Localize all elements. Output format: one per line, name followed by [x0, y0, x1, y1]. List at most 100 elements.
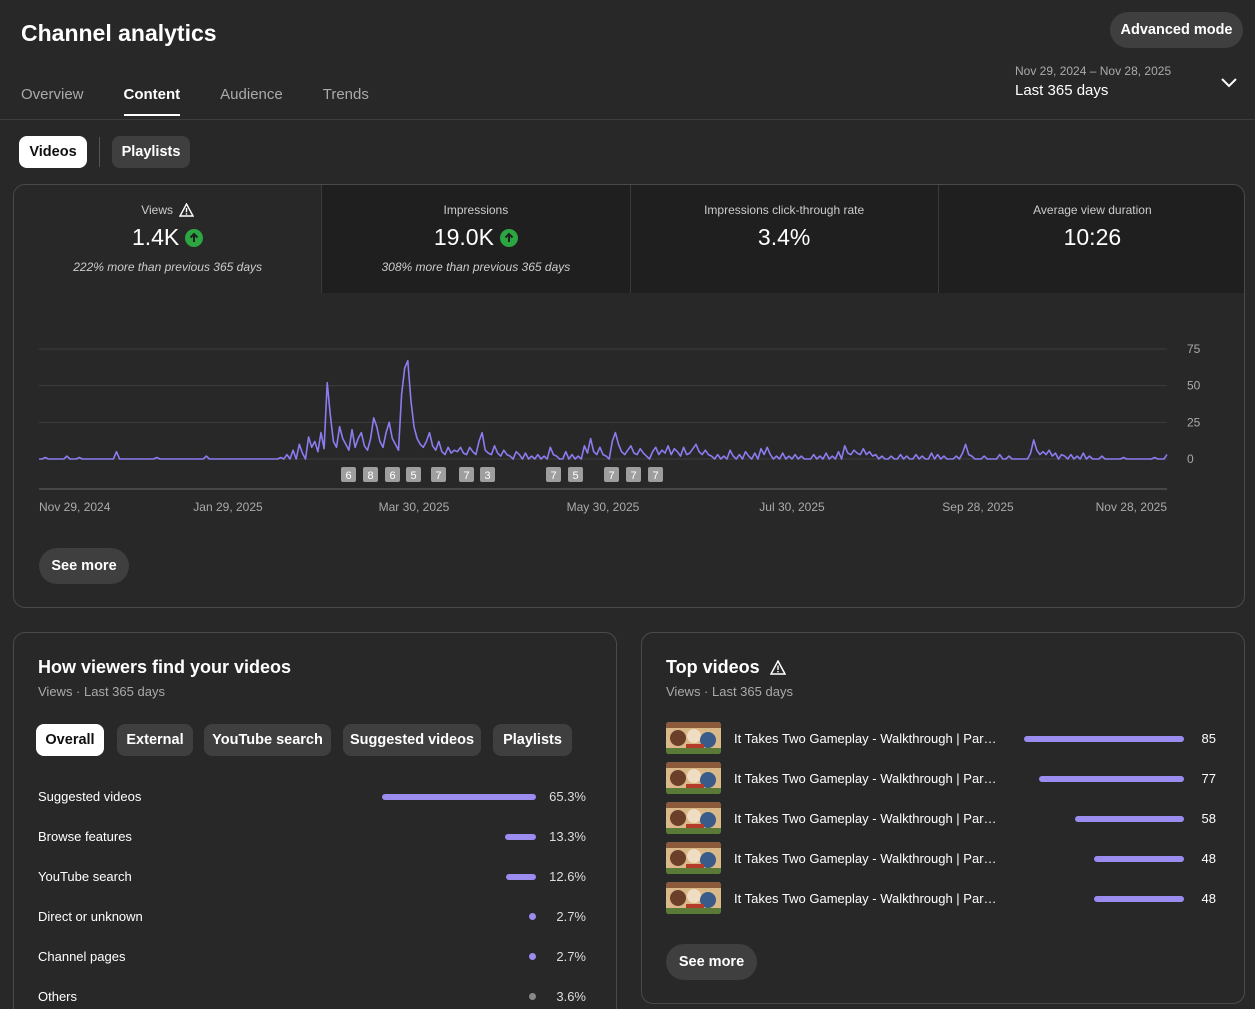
tab-trends[interactable]: Trends [322, 86, 369, 103]
filter-youtube-search[interactable]: YouTube search [204, 724, 331, 756]
traffic-source-label: Direct or unknown [38, 909, 143, 924]
top-videos-card: Top videos Views · Last 365 days It Take… [641, 632, 1245, 1004]
traffic-share-value: 12.6% [549, 869, 586, 884]
metric-value: 10:26 [1063, 224, 1122, 250]
metric-views[interactable]: Views 1.4K 222% more than previous 365 d… [14, 185, 323, 293]
video-publish-marker[interactable]: 7 [431, 467, 446, 482]
video-publish-marker[interactable]: 7 [626, 467, 641, 482]
filter-overall[interactable]: Overall [36, 724, 104, 756]
traffic-source-label: YouTube search [38, 869, 132, 884]
video-publish-marker[interactable]: 5 [568, 467, 583, 482]
metric-avg-view-duration[interactable]: Average view duration 10:26 [938, 185, 1244, 293]
x-tick-label: May 30, 2025 [567, 500, 640, 514]
metric-label: Impressions [443, 203, 509, 217]
metric-comparison: 308% more than previous 365 days [381, 260, 571, 274]
marker-count: 7 [652, 470, 658, 482]
top-video-row[interactable]: It Takes Two Gameplay - Walkthrough | Pa… [666, 722, 1216, 758]
video-publish-marker[interactable]: 7 [604, 467, 619, 482]
tab-overview[interactable]: Overview [21, 86, 84, 103]
traffic-sources-card: How viewers find your videos Views · Las… [13, 632, 617, 1009]
traffic-share-bar [506, 874, 536, 880]
video-thumbnail[interactable] [666, 722, 721, 754]
warning-icon[interactable] [769, 660, 786, 675]
traffic-source-row[interactable]: YouTube search 12.6% [38, 867, 586, 887]
filter-external[interactable]: External [117, 724, 193, 756]
video-thumbnail[interactable] [666, 802, 721, 834]
traffic-share-bar [529, 913, 536, 920]
filter-suggested-videos[interactable]: Suggested videos [343, 724, 481, 756]
video-title[interactable]: It Takes Two Gameplay - Walkthrough | Pa… [734, 731, 997, 746]
traffic-source-row[interactable]: Others 3.6% [38, 987, 586, 1007]
metric-value: 19.0K [433, 224, 494, 250]
traffic-source-label: Browse features [38, 829, 132, 844]
marker-count: 7 [630, 470, 636, 482]
traffic-source-row[interactable]: Channel pages 2.7% [38, 947, 586, 967]
video-views-value: 85 [1201, 731, 1216, 746]
video-publish-marker[interactable]: 7 [459, 467, 474, 482]
traffic-share-value: 3.6% [556, 989, 586, 1004]
metric-value: 3.4% [757, 224, 811, 250]
video-thumbnail[interactable] [666, 882, 721, 914]
video-views-value: 48 [1201, 851, 1216, 866]
video-title[interactable]: It Takes Two Gameplay - Walkthrough | Pa… [734, 851, 997, 866]
video-title[interactable]: It Takes Two Gameplay - Walkthrough | Pa… [734, 771, 997, 786]
top-video-row[interactable]: It Takes Two Gameplay - Walkthrough | Pa… [666, 762, 1216, 798]
video-title[interactable]: It Takes Two Gameplay - Walkthrough | Pa… [734, 811, 997, 826]
advanced-mode-button[interactable]: Advanced mode [1110, 12, 1243, 48]
traffic-source-label: Others [38, 989, 78, 1004]
marker-count: 3 [484, 470, 490, 482]
video-publish-marker[interactable]: 3 [480, 467, 495, 482]
video-publish-marker[interactable]: 6 [385, 467, 400, 482]
date-range-selector[interactable]: Nov 29, 2024 – Nov 28, 2025 Last 365 day… [1015, 64, 1245, 99]
traffic-source-label: Suggested videos [38, 789, 142, 804]
metric-impressions[interactable]: Impressions 19.0K 308% more than previou… [322, 185, 631, 293]
card-title: Top videos [666, 657, 760, 677]
metric-ctr[interactable]: Impressions click-through rate 3.4% [630, 185, 939, 293]
card-subtitle: Views · Last 365 days [666, 684, 793, 699]
see-more-button[interactable]: See more [39, 548, 129, 584]
traffic-source-row[interactable]: Direct or unknown 2.7% [38, 907, 586, 927]
tab-audience[interactable]: Audience [220, 86, 283, 103]
traffic-source-row[interactable]: Suggested videos 65.3% [38, 787, 586, 807]
arrow-up-icon [185, 228, 204, 247]
y-tick-label: 0 [1187, 452, 1194, 466]
videos-toggle[interactable]: Videos [19, 136, 87, 168]
video-publish-marker[interactable]: 5 [406, 467, 421, 482]
top-video-row[interactable]: It Takes Two Gameplay - Walkthrough | Pa… [666, 802, 1216, 838]
playlists-toggle[interactable]: Playlists [112, 136, 190, 168]
video-publish-marker[interactable]: 7 [546, 467, 561, 482]
traffic-share-value: 2.7% [556, 949, 586, 964]
video-title[interactable]: It Takes Two Gameplay - Walkthrough | Pa… [734, 891, 997, 906]
video-views-value: 58 [1201, 811, 1216, 826]
traffic-share-bar [529, 993, 536, 1000]
tab-bar: Overview Content Audience Trends [21, 78, 409, 120]
video-thumbnail[interactable] [666, 762, 721, 794]
traffic-share-value: 2.7% [556, 909, 586, 924]
traffic-share-value: 13.3% [549, 829, 586, 844]
video-publish-marker[interactable]: 7 [648, 467, 663, 482]
video-publish-marker[interactable]: 6 [341, 467, 356, 482]
video-thumbnail[interactable] [666, 842, 721, 874]
x-tick-label: Sep 28, 2025 [942, 500, 1014, 514]
arrow-up-icon [499, 228, 518, 247]
traffic-share-bar [529, 953, 536, 960]
warning-icon[interactable] [179, 203, 195, 217]
card-title: How viewers find your videos [38, 657, 292, 677]
video-publish-marker[interactable]: 8 [363, 467, 378, 482]
metric-comparison: 222% more than previous 365 days [73, 260, 263, 274]
traffic-share-bar [382, 794, 536, 800]
tab-content[interactable]: Content [123, 78, 180, 118]
metric-label: Impressions click-through rate [704, 203, 865, 217]
top-video-row[interactable]: It Takes Two Gameplay - Walkthrough | Pa… [666, 842, 1216, 878]
metric-tabs: Views 1.4K 222% more than previous 365 d… [14, 185, 1244, 293]
y-tick-label: 50 [1187, 379, 1201, 393]
date-range-label: Last 365 days [1015, 82, 1109, 99]
top-video-row[interactable]: It Takes Two Gameplay - Walkthrough | Pa… [666, 882, 1216, 918]
video-views-bar [1093, 896, 1184, 902]
filter-playlists[interactable]: Playlists [493, 724, 572, 756]
x-tick-label: Nov 28, 2025 [1096, 500, 1168, 514]
chevron-down-icon[interactable] [1220, 76, 1238, 90]
see-more-button[interactable]: See more [666, 944, 757, 980]
traffic-source-row[interactable]: Browse features 13.3% [38, 827, 586, 847]
